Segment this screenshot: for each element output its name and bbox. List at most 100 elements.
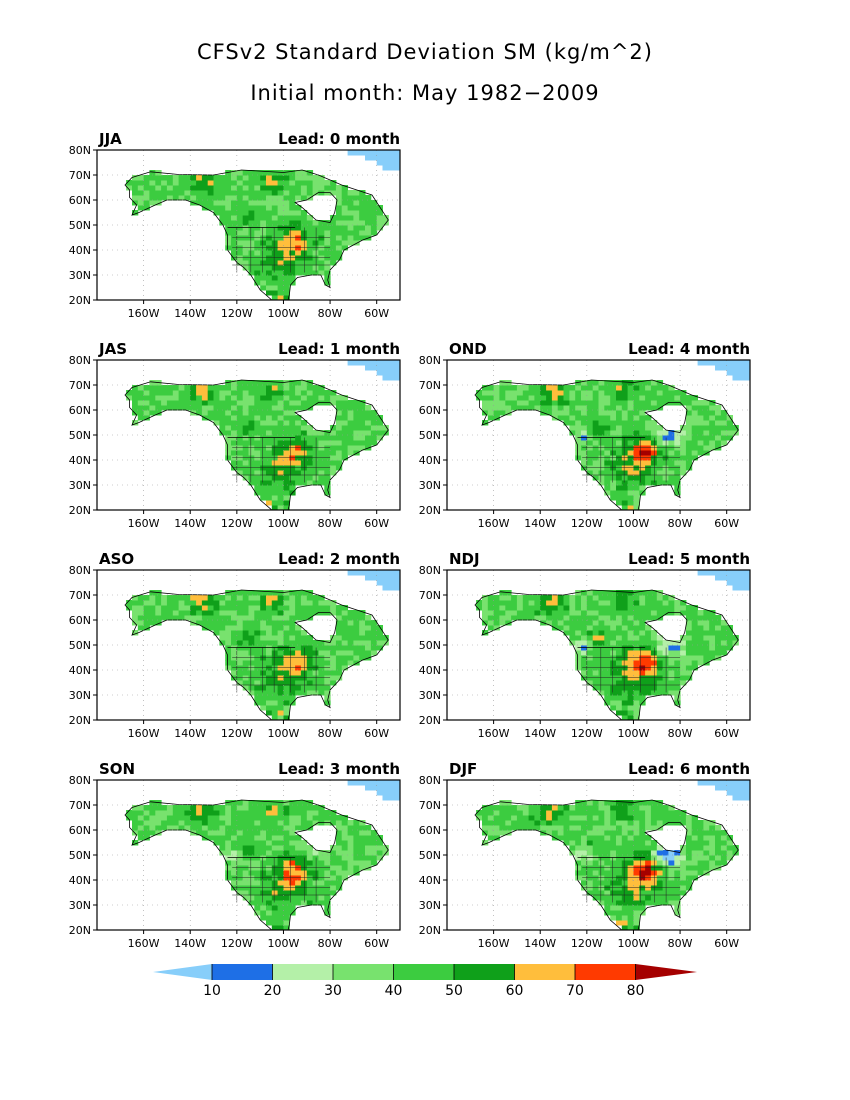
coastline: [474, 589, 739, 720]
lon-tick-label: 80W: [318, 517, 343, 530]
lat-tick-label: 80N: [419, 564, 441, 577]
hudson-bay-outline: [644, 612, 688, 643]
lat-tick-label: 40N: [69, 244, 91, 257]
lon-tick-label: 80W: [668, 517, 693, 530]
colorbar-tick-label: 60: [506, 983, 524, 999]
coastline: [124, 589, 389, 720]
panel-season-label: OND: [449, 340, 487, 358]
lat-tick-label: 30N: [419, 479, 441, 492]
lat-tick-label: 50N: [69, 639, 91, 652]
lat-tick-label: 30N: [419, 899, 441, 912]
lon-tick-label: 60W: [714, 517, 739, 530]
lat-tick-label: 60N: [419, 824, 441, 837]
lon-tick-label: 80W: [668, 937, 693, 950]
colorbar-swatch: [514, 964, 575, 980]
colorbar-tick-label: 50: [445, 983, 463, 999]
lon-tick-label: 60W: [364, 517, 389, 530]
lat-tick-label: 60N: [419, 404, 441, 417]
map-field: [474, 780, 750, 930]
lon-tick-label: 140W: [524, 937, 556, 950]
lat-tick-label: 50N: [419, 639, 441, 652]
lat-tick-label: 40N: [419, 874, 441, 887]
colorbar-swatch: [393, 964, 454, 980]
chart-title: CFSv2 Standard Deviation SM (kg/m^2): [197, 40, 653, 64]
lat-tick-label: 70N: [419, 589, 441, 602]
lat-tick-label: 60N: [419, 614, 441, 627]
map-panel-ndj: 20N 30N 40N 50N 60N 70N 80N 160W 140W 120W 100W 80W…: [419, 550, 751, 740]
coastline: [474, 379, 739, 510]
lon-tick-label: 160W: [128, 727, 160, 740]
map-field: [124, 780, 400, 930]
lon-tick-label: 80W: [668, 727, 693, 740]
panel-season-label: DJF: [449, 760, 477, 778]
lat-tick-label: 40N: [419, 454, 441, 467]
map-field: [474, 570, 750, 720]
map-panel-ond: 20N 30N 40N 50N 60N 70N 80N 160W 140W 120W 100W 80W…: [419, 340, 751, 530]
map-field: [124, 150, 400, 300]
panel-lead-label: Lead: 2 month: [278, 550, 400, 568]
panel-lead-label: Lead: 6 month: [628, 760, 750, 778]
lat-tick-label: 80N: [69, 144, 91, 157]
colorbar-swatch: [333, 964, 394, 980]
panel-season-label: ASO: [99, 550, 134, 568]
lon-tick-label: 140W: [174, 937, 206, 950]
lon-tick-label: 140W: [174, 307, 206, 320]
lat-tick-label: 70N: [419, 799, 441, 812]
lon-tick-label: 140W: [174, 727, 206, 740]
lat-tick-label: 30N: [69, 479, 91, 492]
lat-tick-label: 70N: [419, 379, 441, 392]
lon-tick-label: 160W: [128, 937, 160, 950]
lon-tick-label: 120W: [221, 727, 253, 740]
lon-tick-label: 60W: [714, 937, 739, 950]
lon-tick-label: 100W: [268, 517, 300, 530]
lon-tick-label: 160W: [478, 727, 510, 740]
lon-tick-label: 160W: [128, 517, 160, 530]
colorbar-tick-label: 40: [385, 983, 403, 999]
lon-tick-label: 80W: [318, 727, 343, 740]
coastline: [124, 379, 389, 510]
lat-tick-label: 70N: [69, 799, 91, 812]
lon-tick-label: 60W: [714, 727, 739, 740]
lon-tick-label: 140W: [524, 727, 556, 740]
lon-tick-label: 80W: [318, 937, 343, 950]
lat-tick-label: 20N: [69, 714, 91, 727]
panel-season-label: JAS: [98, 340, 127, 358]
lon-tick-label: 60W: [364, 727, 389, 740]
lat-tick-label: 20N: [419, 504, 441, 517]
lat-tick-label: 50N: [419, 429, 441, 442]
hudson-bay-outline: [294, 402, 338, 433]
lat-tick-label: 50N: [419, 849, 441, 862]
lat-tick-label: 80N: [69, 774, 91, 787]
lat-tick-label: 80N: [69, 564, 91, 577]
lat-tick-label: 80N: [69, 354, 91, 367]
lat-tick-label: 20N: [419, 924, 441, 937]
colorbar-swatch: [454, 964, 515, 980]
chart-subtitle: Initial month: May 1982−2009: [250, 81, 600, 105]
colorbar-swatch: [272, 964, 333, 980]
lat-tick-label: 60N: [69, 194, 91, 207]
panel-lead-label: Lead: 0 month: [278, 130, 400, 148]
lon-tick-label: 120W: [221, 937, 253, 950]
coastline: [124, 799, 389, 930]
lon-tick-label: 160W: [478, 937, 510, 950]
lat-tick-label: 30N: [419, 689, 441, 702]
lon-tick-label: 160W: [478, 517, 510, 530]
lon-tick-label: 100W: [618, 937, 650, 950]
colorbar-tick-label: 70: [566, 983, 584, 999]
hudson-bay-outline: [294, 822, 338, 853]
lat-tick-label: 40N: [69, 454, 91, 467]
lon-tick-label: 100W: [618, 727, 650, 740]
lon-tick-label: 120W: [571, 727, 603, 740]
lat-tick-label: 20N: [69, 294, 91, 307]
lon-tick-label: 80W: [318, 307, 343, 320]
lat-tick-label: 60N: [69, 824, 91, 837]
hudson-bay-outline: [644, 402, 688, 433]
lat-tick-label: 70N: [69, 589, 91, 602]
lat-tick-label: 30N: [69, 899, 91, 912]
hudson-bay-outline: [644, 822, 688, 853]
lat-tick-label: 60N: [69, 404, 91, 417]
lon-tick-label: 100W: [268, 307, 300, 320]
map-panel-jja: 20N 30N 40N 50N 60N 70N 80N 160W 140W 120W 100W 80W…: [69, 130, 401, 320]
coastline: [124, 169, 389, 300]
